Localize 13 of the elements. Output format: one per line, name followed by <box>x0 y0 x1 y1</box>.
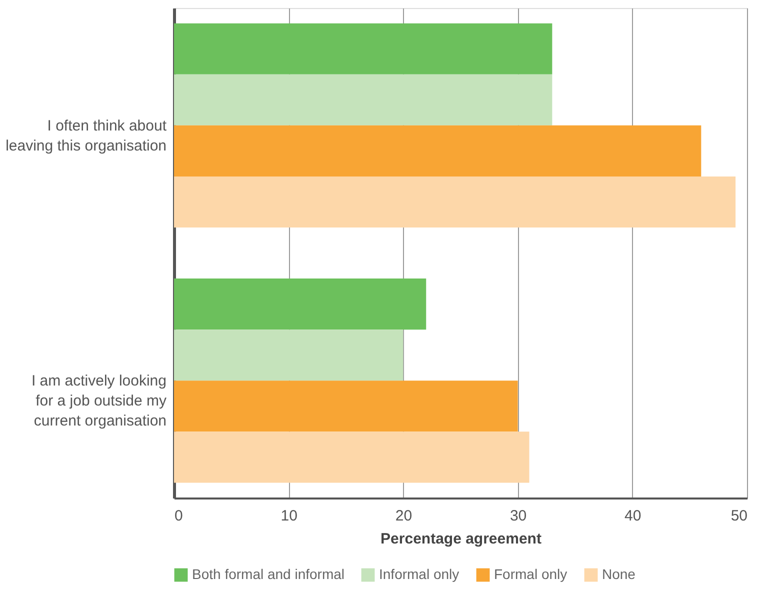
legend-label: Informal only <box>379 566 460 582</box>
x-tick-label: 20 <box>395 508 412 524</box>
legend-label: Both formal and informal <box>192 566 345 582</box>
x-tick-label: 10 <box>280 508 298 524</box>
y-tick-label: I am actively looking for a job outside my current organisation <box>31 372 167 430</box>
x-axis-title: Percentage agreement <box>380 530 542 548</box>
x-tick-label: 30 <box>510 508 527 524</box>
x-tick-label: 40 <box>624 508 642 524</box>
x-tick-label: 0 <box>174 508 183 524</box>
x-tick-label: 50 <box>730 508 748 524</box>
legend-label: Formal only <box>494 566 568 582</box>
legend-label: None <box>602 566 636 582</box>
y-tick-label: I often think about leaving this organisation <box>6 117 168 154</box>
